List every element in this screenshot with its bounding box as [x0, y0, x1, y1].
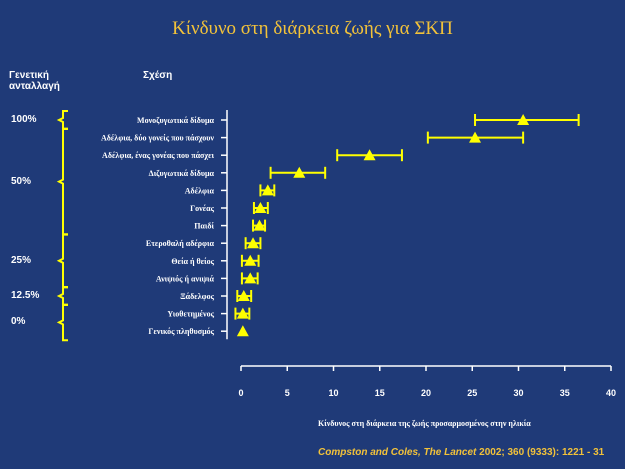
- percent-group-label: 25%: [11, 254, 32, 266]
- data-point-marker: [237, 290, 250, 301]
- data-point-marker: [236, 307, 249, 319]
- row-label: Αδέλφια, δύο γονείς που πάσχουν: [101, 134, 214, 143]
- x-tick-label: 10: [328, 388, 338, 398]
- row-label: Διζυγωτικά δίδυμα: [149, 169, 215, 178]
- row-label: Αδέλφια, ένας γονέας που πάσχει: [102, 151, 214, 160]
- data-point-marker: [247, 237, 260, 249]
- data-point-marker: [236, 325, 249, 337]
- data-point-marker: [261, 184, 274, 196]
- x-tick-label: 15: [375, 388, 385, 398]
- data-point-marker: [244, 254, 257, 266]
- x-axis-label: Κίνδυνος στη διάρκεια της ζωής προσαρμοσ…: [318, 419, 531, 428]
- citation: Compston and Coles, The Lancet 2002; 360…: [318, 447, 604, 458]
- data-point-marker: [254, 202, 267, 213]
- genetic-share-header: Γενετική ανταλλαγή: [9, 70, 60, 92]
- citation-authors: Compston and Coles, The Lancet: [318, 447, 477, 458]
- x-tick-label: 5: [285, 388, 290, 398]
- group-brace: [56, 127, 68, 236]
- percent-group-label: 0%: [11, 316, 26, 328]
- row-label: Ετεροθαλή αδέρφια: [146, 239, 215, 248]
- row-label: Γονέας: [190, 204, 215, 213]
- data-point-marker: [363, 149, 376, 161]
- chart-title: Κίνδυνο στη διάρκεια ζωής για ΣΚΠ: [172, 18, 453, 39]
- x-tick-label: 40: [606, 388, 616, 398]
- data-point-marker: [253, 219, 266, 231]
- x-tick-label: 30: [513, 388, 523, 398]
- data-point-marker: [517, 114, 530, 125]
- group-brace: [56, 233, 68, 289]
- row-label: Αδέλφια: [185, 186, 215, 195]
- percent-group-label: 50%: [11, 175, 32, 187]
- row-label: Ανιψιός ή ανιψιά: [156, 274, 215, 283]
- citation-details: 2002; 360 (9333): 1221 - 31: [479, 447, 605, 458]
- row-label: Υιοθετημένος: [167, 310, 214, 319]
- row-label: Ξάδελφος: [180, 292, 214, 301]
- group-brace: [56, 286, 68, 306]
- row-label: Θεία ή θείος: [171, 257, 214, 266]
- group-brace: [56, 303, 68, 342]
- x-tick-label: 20: [421, 388, 431, 398]
- percent-group-label: 12.5%: [11, 290, 40, 301]
- percent-group-label: 100%: [11, 114, 37, 125]
- row-label: Γενικός πληθυσμός: [148, 327, 214, 336]
- row-label: Παιδί: [194, 222, 214, 231]
- row-label: Μονοζυγωτικά δίδυμα: [137, 116, 214, 125]
- data-point-marker: [293, 166, 306, 178]
- group-brace: [56, 110, 68, 130]
- x-tick-label: 0: [238, 388, 243, 398]
- data-point-marker: [244, 272, 257, 284]
- x-tick-label: 35: [560, 388, 570, 398]
- data-point-marker: [469, 131, 482, 143]
- relation-header: Σχέση: [143, 70, 173, 81]
- x-tick-label: 25: [467, 388, 477, 398]
